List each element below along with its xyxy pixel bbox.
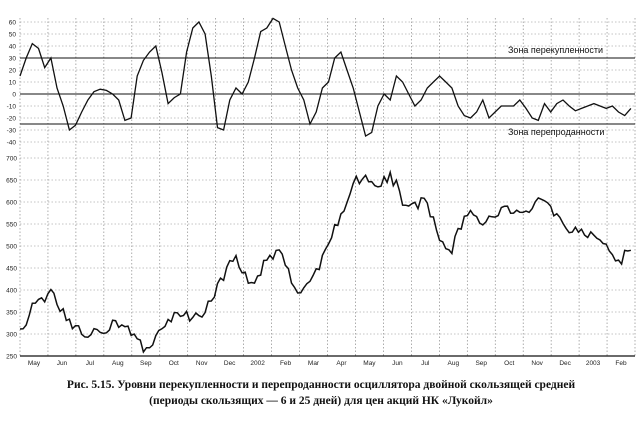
chart: 60 50 40 30 20 10 0 -10 -20 -30 -40 700 650 600 550 50… [6, 17, 636, 367]
oscillator-y-tick-label: -20 [7, 115, 17, 122]
x-tick-label: Nov [531, 360, 543, 367]
x-tick-label: Mar [308, 360, 320, 367]
oscillator-y-tick-label: -30 [7, 127, 17, 134]
zone-label: Зона перепроданности [508, 127, 604, 137]
oscillator-y-tick-label: 0 [12, 91, 16, 98]
x-tick-label: Jun [392, 360, 403, 367]
oscillator-y-tick-label: 30 [9, 55, 17, 62]
price-y-tick-label: 600 [6, 199, 17, 206]
x-tick-label: Oct [169, 360, 179, 367]
x-tick-label: Aug [448, 360, 460, 367]
oscillator-series-line [19, 17, 632, 137]
x-tick-labels: May Jun Jul Aug Sep Oct Nov Dec 2002 Feb Mar Apr May… [28, 360, 627, 367]
price-y-tick-label: 400 [6, 287, 17, 294]
x-tick-label: Aug [112, 360, 124, 367]
oscillator-y-tick-label: 50 [9, 31, 17, 38]
price-y-tick-label: 250 [6, 353, 17, 360]
x-tick-label: Nov [196, 360, 208, 367]
oscillator-y-tick-label: 60 [9, 19, 17, 26]
x-tick-label: Apr [336, 360, 347, 367]
oscillator-y-tick-label: 10 [9, 79, 17, 86]
x-tick-label: Sep [140, 360, 152, 367]
price-series-line [19, 169, 632, 354]
oscillator-y-ticks: 60 50 40 30 20 10 0 -10 -20 -30 -40 [7, 19, 17, 146]
price-y-ticks: 700 650 600 550 500 450 400 350 300 250 [6, 155, 17, 360]
x-tick-label: Jul [421, 360, 430, 367]
x-tick-label: Jul [86, 360, 95, 367]
price-y-tick-label: 650 [6, 177, 17, 184]
price-y-tick-label: 500 [6, 243, 17, 250]
price-y-tick-label: 450 [6, 265, 17, 272]
price-y-tick-label: 700 [6, 155, 17, 162]
x-tick-label: May [28, 360, 41, 367]
x-tick-label: Feb [615, 360, 627, 367]
zone-label: Зона перекупленности [508, 45, 603, 55]
figure-caption-line2: (периоды скользящих — 6 и 25 дней) для ц… [149, 395, 493, 407]
x-tick-label: Dec [559, 360, 571, 367]
oscillator-y-tick-label: 20 [9, 67, 17, 74]
x-tick-label: Dec [224, 360, 236, 367]
x-tick-label: 2002 [250, 360, 265, 367]
oscillator-y-tick-label: -40 [7, 139, 17, 146]
grid [19, 18, 636, 357]
zone-labels: Зона перекупленности Зона перепроданности [508, 45, 604, 137]
x-tick-label: Feb [280, 360, 292, 367]
x-tick-label: Jun [57, 360, 68, 367]
oscillator-y-tick-label: 40 [9, 43, 17, 50]
oscillator-y-tick-label: -10 [7, 103, 17, 110]
reference-lines [20, 57, 635, 125]
x-tick-label: Sep [475, 360, 487, 367]
x-tick-label: May [363, 360, 376, 367]
price-y-tick-label: 550 [6, 221, 17, 228]
figure-caption-line1: Рис. 5.15. Уровни перекупленности и пере… [66, 379, 576, 391]
price-y-tick-label: 350 [6, 309, 17, 316]
price-y-tick-label: 300 [6, 331, 17, 338]
x-tick-label: Oct [504, 360, 514, 367]
x-tick-label: 2003 [586, 360, 601, 367]
